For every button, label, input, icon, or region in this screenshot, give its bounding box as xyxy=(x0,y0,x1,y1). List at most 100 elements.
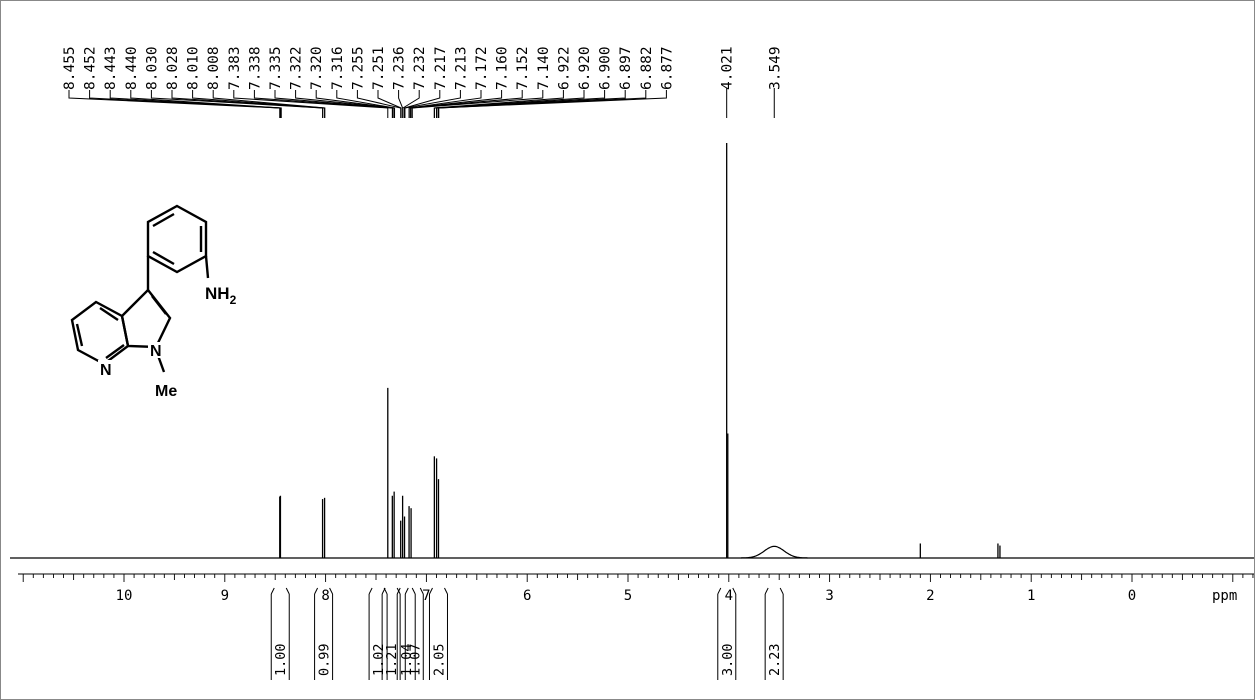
peak-label: 7.251 xyxy=(371,46,387,90)
integral-bracket xyxy=(411,587,416,595)
peak-label: 7.335 xyxy=(268,46,284,90)
peak-label: 8.028 xyxy=(165,46,181,90)
integral-bracket xyxy=(381,587,386,595)
integral-bracket xyxy=(329,587,334,595)
x-axis: 10 9 8 7 6 5 4 3 2 1 0 ppm xyxy=(18,573,1255,604)
integral-bracket xyxy=(396,587,401,595)
spectrum-broad-peak xyxy=(740,545,808,559)
x-tick-label: 0 xyxy=(1128,588,1136,604)
integral-bracket xyxy=(444,587,448,595)
peak-label-leader xyxy=(377,90,402,118)
benzene-inner-bond xyxy=(152,212,175,228)
integral-bracket xyxy=(404,587,409,595)
peak-label-leader xyxy=(89,90,281,118)
x-tick-label: 8 xyxy=(321,588,329,604)
x-tick-label: 9 xyxy=(221,588,229,604)
peak-label: 6.877 xyxy=(659,46,675,90)
pyridine-inner-bond xyxy=(75,323,84,347)
peak-label: 8.452 xyxy=(83,46,99,90)
peak-label: 7.320 xyxy=(309,46,325,90)
methyl-label: Me xyxy=(155,383,177,400)
peak-label: 8.440 xyxy=(124,46,140,90)
peak-label: 6.920 xyxy=(577,46,593,90)
integral-bracket xyxy=(314,587,319,595)
integral-value: 2.05 xyxy=(431,643,447,676)
peak-label-leader xyxy=(410,90,523,118)
benzene-inner-bond xyxy=(152,250,175,266)
x-tick-label: 1 xyxy=(1027,588,1035,604)
peak-label-leader xyxy=(336,90,396,118)
peak-label-leader xyxy=(274,90,394,118)
peak-label: 7.217 xyxy=(433,46,449,90)
peak-label-leader xyxy=(233,90,389,118)
spectrum-trace-group xyxy=(10,143,1255,559)
peak-label: 7.338 xyxy=(247,46,263,90)
peak-label: 7.236 xyxy=(392,46,408,90)
peak-label-leader xyxy=(171,90,324,118)
integral-bracket xyxy=(368,587,373,595)
pyridine-ring xyxy=(70,300,130,366)
integral-value: 1.02 xyxy=(371,643,387,676)
x-tick-label: 7 xyxy=(422,588,430,604)
peak-label-leader xyxy=(438,90,667,118)
structure-labels: NH2 N N Me xyxy=(98,284,237,400)
peak-label-leader xyxy=(433,90,585,118)
peak-label-leader xyxy=(411,90,544,118)
peak-label: 7.140 xyxy=(536,46,552,90)
peak-label-leader xyxy=(404,90,461,118)
peak-label: 6.922 xyxy=(556,46,572,90)
integral-bracket xyxy=(779,587,784,595)
pyrrole-inner-bond xyxy=(151,295,167,315)
peak-label: 8.008 xyxy=(206,46,222,90)
integral-bracket xyxy=(270,587,275,595)
integral-value: 1.04 xyxy=(399,643,415,676)
peak-label: 6.882 xyxy=(639,46,655,90)
peak-label-leader xyxy=(409,90,503,118)
integral-group: 1.00 0.99 1.021.21 1.041.07 2.05 3.00 2.23 xyxy=(270,587,784,680)
x-tick-label: 3 xyxy=(825,588,833,604)
x-tick-label: 4 xyxy=(725,588,733,604)
label-mask xyxy=(148,342,166,358)
integral-value: 2.23 xyxy=(767,643,783,676)
peak-label-leader xyxy=(150,90,324,118)
integral-bracket xyxy=(285,587,290,595)
pyridine-inner-bond xyxy=(99,307,119,321)
pyridine-inner-bond xyxy=(105,344,125,359)
integral-bracket xyxy=(429,587,433,595)
amine-bond xyxy=(204,255,210,279)
integral-bracket xyxy=(717,587,722,595)
pyrrole-ring xyxy=(120,288,172,349)
peak-label: 6.900 xyxy=(598,46,614,90)
peak-label-leader xyxy=(402,90,420,118)
x-tick-label: 5 xyxy=(624,588,632,604)
peak-label: 7.160 xyxy=(495,46,511,90)
benzene-ring xyxy=(146,204,208,274)
amine-label: NH2 xyxy=(205,284,237,307)
peak-label-leader xyxy=(408,90,482,118)
integral-bracket xyxy=(764,587,769,595)
x-axis-label: ppm xyxy=(1212,588,1237,604)
integral-value: 1.07 xyxy=(407,643,423,676)
integral-bracket xyxy=(732,587,737,595)
peak-label-leader xyxy=(436,90,626,118)
chemical-structure xyxy=(70,204,210,373)
peak-label: 7.152 xyxy=(515,46,531,90)
x-tick-label: 6 xyxy=(523,588,531,604)
peak-label-leader xyxy=(212,90,326,118)
peak-label: 4.021 xyxy=(720,46,736,90)
peak-label-group: 8.455 8.452 8.443 8.440 8.030 8.028 8.010 8.008… xyxy=(62,46,783,118)
integral-value: 1.00 xyxy=(273,643,289,676)
peak-label: 7.316 xyxy=(330,46,346,90)
peak-label: 7.213 xyxy=(453,46,469,90)
peak-label-leader xyxy=(130,90,282,118)
peak-label: 8.010 xyxy=(186,46,202,90)
integral-bracket xyxy=(419,587,424,595)
peak-label: 7.322 xyxy=(289,46,305,90)
peak-label: 7.232 xyxy=(412,46,428,90)
peak-label: 8.455 xyxy=(62,46,78,90)
methyl-nitrogen-label: N xyxy=(150,343,162,360)
peak-label: 3.549 xyxy=(767,46,783,90)
peak-label: 7.383 xyxy=(227,46,243,90)
label-mask xyxy=(98,360,114,376)
